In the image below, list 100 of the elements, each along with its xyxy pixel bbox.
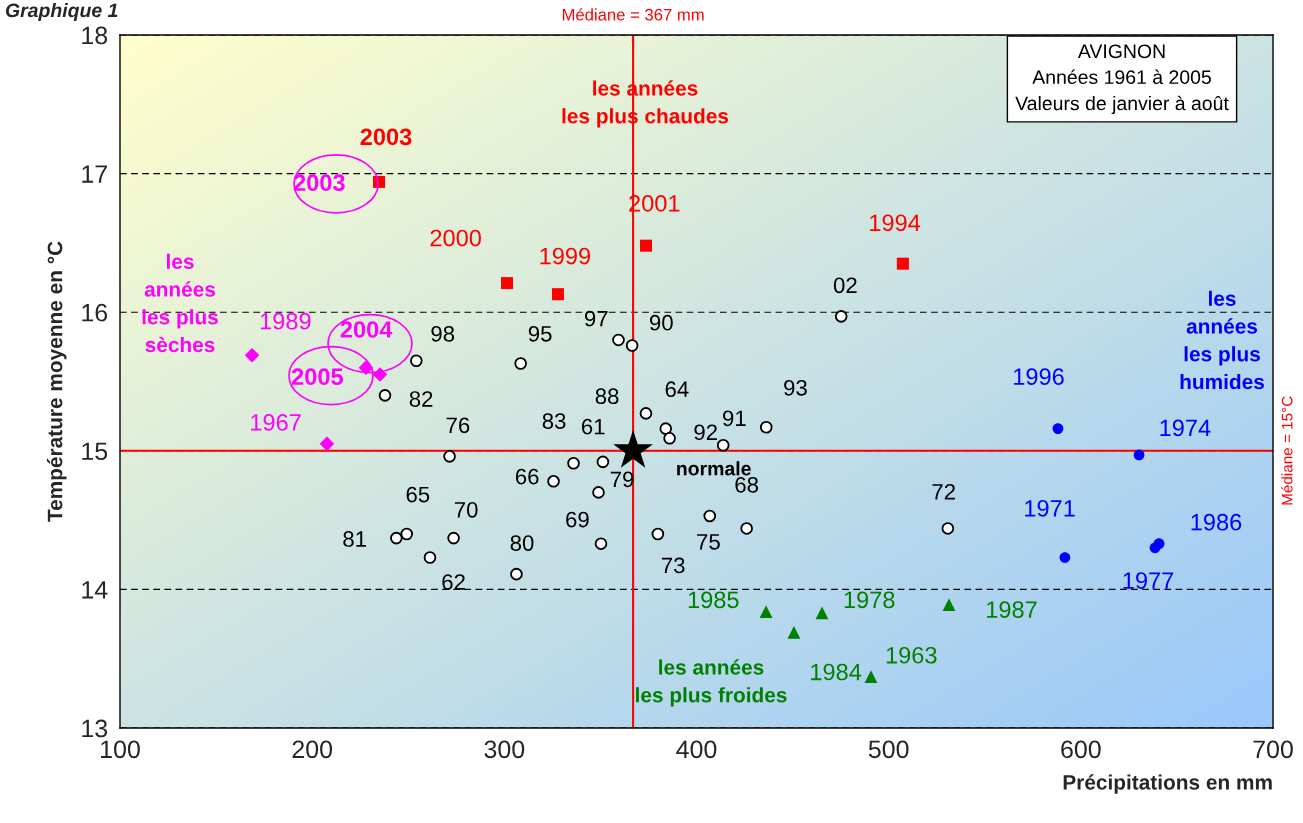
y-tick-label: 15 xyxy=(82,442,108,461)
x-tick-label: 500 xyxy=(868,740,909,759)
point xyxy=(864,670,878,684)
annotation: 64 xyxy=(665,381,689,398)
point xyxy=(787,625,801,639)
point xyxy=(639,239,652,252)
annotation: 98 xyxy=(431,325,455,342)
annotation: 2000 xyxy=(430,229,481,247)
point xyxy=(651,527,665,541)
annotation: 1978 xyxy=(844,591,895,609)
point xyxy=(1059,552,1071,563)
annotation: normale xyxy=(677,461,751,476)
point xyxy=(378,389,392,402)
annotation: 1984 xyxy=(811,663,862,681)
annotation: 1974 xyxy=(1160,419,1211,437)
annotation: 90 xyxy=(649,314,673,331)
point xyxy=(703,509,717,523)
annotation: 73 xyxy=(661,557,685,574)
ref-line-label: Médiane = 15°C xyxy=(1281,396,1293,505)
annotation: 1985 xyxy=(688,591,739,609)
annotation: 80 xyxy=(510,535,534,551)
annotation: 95 xyxy=(528,325,552,342)
annotation: 2004 xyxy=(340,321,393,338)
annotation: AVIGNON Années 1961 à 2005 Valeurs de janvier à août xyxy=(1015,44,1229,115)
annotation: 88 xyxy=(595,388,619,405)
annotation: 1999 xyxy=(540,247,591,265)
point xyxy=(547,475,560,488)
y-tick-label: 18 xyxy=(82,26,108,45)
annotation: les années les plus froides xyxy=(636,659,787,707)
point xyxy=(594,537,608,550)
point xyxy=(443,450,456,463)
annotation: 2005 xyxy=(291,368,343,386)
point xyxy=(447,531,460,545)
annotation: 81 xyxy=(343,531,366,547)
annotation: 68 xyxy=(735,476,759,493)
annotation: 75 xyxy=(697,534,720,550)
point xyxy=(501,277,514,290)
y-tick-label: 13 xyxy=(82,719,108,738)
point xyxy=(1052,423,1064,434)
point xyxy=(244,347,260,363)
point xyxy=(592,486,605,499)
annotation: 1986 xyxy=(1191,513,1242,531)
point xyxy=(596,455,610,469)
point xyxy=(625,339,639,352)
y-tick-label: 14 xyxy=(82,581,108,599)
ref-line-label: Médiane = 367 mm xyxy=(562,8,704,21)
y-tick-label: 16 xyxy=(82,303,108,322)
point xyxy=(423,551,437,564)
chart-title: Graphique 1 xyxy=(5,2,118,22)
annotation: 76 xyxy=(446,417,470,434)
point xyxy=(740,522,753,535)
annotation: 61 xyxy=(581,418,605,435)
x-tick-label: 200 xyxy=(292,740,333,759)
point xyxy=(716,438,730,452)
point xyxy=(514,357,527,370)
annotation: 1971 xyxy=(1025,499,1075,517)
annotation: 72 xyxy=(932,483,955,500)
point xyxy=(319,436,335,452)
point xyxy=(834,310,848,323)
point xyxy=(896,257,909,270)
point xyxy=(639,407,653,420)
point xyxy=(567,456,580,470)
point xyxy=(663,432,676,445)
annotation: 92 xyxy=(694,424,717,441)
point xyxy=(551,288,564,301)
annotation: les années les plus humides xyxy=(1180,290,1264,390)
annotation: 1977 xyxy=(1123,572,1174,589)
point xyxy=(510,567,523,581)
x-tick-label: 400 xyxy=(676,740,717,759)
x-tick-label: 100 xyxy=(101,740,140,759)
x-tick-label: 700 xyxy=(1253,740,1293,759)
annotation: 1987 xyxy=(987,601,1037,618)
point xyxy=(759,420,773,434)
annotation: 2003 xyxy=(360,128,412,146)
annotation: 93 xyxy=(784,379,807,396)
x-axis-title: Précipitations en mm xyxy=(1063,774,1272,794)
point xyxy=(390,531,403,545)
point xyxy=(1133,449,1145,461)
point xyxy=(659,422,673,435)
annotation: 1967 xyxy=(251,414,301,431)
point xyxy=(941,522,955,535)
annotation: 97 xyxy=(584,310,608,327)
annotation: les années les plus sèches xyxy=(142,253,218,353)
x-tick-label: 300 xyxy=(484,740,525,759)
annotation: 70 xyxy=(454,501,478,518)
y-tick-label: 17 xyxy=(82,165,107,183)
point xyxy=(942,598,956,612)
annotation: 69 xyxy=(566,511,589,528)
annotation: 66 xyxy=(515,468,539,485)
y-axis-title: Température moyenne en °C xyxy=(46,241,67,522)
annotation: 65 xyxy=(406,486,430,503)
annotation: 83 xyxy=(542,413,566,429)
annotation: 91 xyxy=(723,410,746,427)
point xyxy=(612,333,625,347)
point xyxy=(400,527,413,541)
point xyxy=(759,605,773,618)
point xyxy=(410,354,423,367)
annotation: 1989 xyxy=(260,312,311,330)
annotation: 82 xyxy=(409,391,433,407)
annotation: 1963 xyxy=(886,646,937,664)
